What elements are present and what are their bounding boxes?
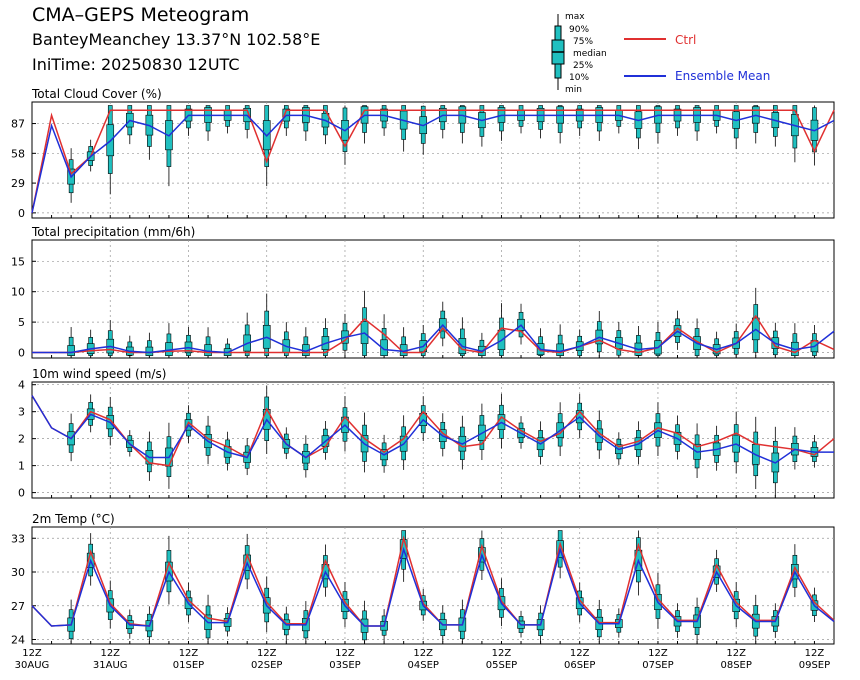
box-inner (556, 343, 564, 356)
y-tick-label: 24 (11, 634, 25, 647)
y-tick-label: 0 (18, 347, 25, 360)
y-tick-label: 33 (11, 532, 25, 545)
ctrl-series-line (31, 395, 835, 467)
chart-title: CMA–GEPS Meteogram (32, 4, 250, 26)
mean-series-line (31, 395, 834, 464)
box-inner (380, 339, 388, 356)
y-tick-label: 58 (11, 147, 25, 160)
y-tick-label: 87 (11, 118, 25, 131)
ctrl-series-line (31, 109, 835, 214)
legend-ctrl-line (624, 38, 666, 40)
x-tick-label-hour: 12Z (648, 648, 668, 659)
legend-ctrl-label: Ctrl (675, 33, 697, 47)
mean-series-line (32, 324, 835, 354)
panel-title: 2m Temp (°C) (32, 512, 115, 526)
panel-title: 10m wind speed (m/s) (32, 367, 166, 381)
x-tick-label-date: 06SEP (564, 660, 595, 671)
y-tick-label: 0 (18, 207, 25, 220)
legend-max: max (565, 12, 585, 22)
x-tick-label-date: 31AUG (93, 660, 128, 671)
x-tick-label-date: 01SEP (173, 660, 204, 671)
x-tick-label-hour: 12Z (257, 648, 277, 659)
x-tick-label-hour: 12Z (179, 648, 199, 659)
legend-median: median (573, 49, 607, 59)
x-tick-label-hour: 12Z (492, 648, 512, 659)
x-tick-label-hour: 12Z (335, 648, 355, 659)
x-tick-label-hour: 12Z (726, 648, 746, 659)
y-tick-label: 27 (11, 600, 25, 613)
panel-frame (31, 526, 835, 645)
x-tick-label-hour: 12Z (413, 648, 433, 659)
legend-min: min (565, 85, 582, 95)
x-tick-label-hour: 12Z (22, 648, 42, 659)
y-tick-label: 2 (18, 433, 25, 446)
legend-box-glyph (551, 14, 565, 90)
x-tick-label-date: 02SEP (251, 660, 282, 671)
x-tick-label-date: 04SEP (408, 660, 439, 671)
panel-frame (31, 381, 835, 499)
x-tick-label-date: 30AUG (15, 660, 50, 671)
panel-title: Total precipitation (mm/6h) (31, 225, 195, 239)
legend-mean-label: Ensemble Mean (675, 69, 771, 83)
x-tick-label-hour: 12Z (570, 648, 590, 659)
ctrl-series-line (32, 314, 835, 354)
box-inner (67, 345, 75, 356)
y-tick-label: 30 (11, 566, 25, 579)
location-label: BanteyMeanchey 13.37°N 102.58°E (32, 30, 321, 49)
y-tick-label: 1 (18, 460, 25, 473)
x-tick-label-date: 08SEP (720, 660, 751, 671)
mean-series-line (31, 114, 835, 214)
ctrl-series-line (31, 535, 835, 627)
x-tick-label-date: 09SEP (799, 660, 830, 671)
y-tick-label: 5 (18, 316, 25, 329)
y-tick-label: 4 (18, 379, 25, 392)
init-time-label: IniTime: 20250830 12UTC (32, 55, 240, 74)
y-tick-label: 15 (11, 255, 25, 268)
legend-p10: 10% (569, 73, 590, 83)
box-inner (145, 346, 154, 356)
panel-frame (31, 239, 835, 359)
x-tick-label-date: 03SEP (329, 660, 360, 671)
y-tick-label: 29 (11, 177, 25, 190)
y-tick-label: 0 (18, 487, 25, 500)
legend-p25: 25% (573, 61, 594, 71)
x-tick-label-hour: 12Z (805, 648, 825, 659)
x-tick-label-date: 05SEP (486, 660, 517, 671)
mean-series-line (31, 546, 835, 627)
x-tick-label-hour: 12Z (100, 648, 120, 659)
panel-frame (31, 101, 835, 219)
y-tick-label: 10 (11, 286, 25, 299)
meteogram-header: CMA–GEPS Meteogram BanteyMeanchey 13.37°… (0, 0, 860, 100)
legend-p75: 75% (573, 37, 594, 47)
x-tick-label-date: 07SEP (642, 660, 673, 671)
legend-mean-line (624, 75, 666, 77)
panel-title: Total Cloud Cover (%) (31, 87, 162, 101)
y-tick-label: 3 (18, 406, 25, 419)
legend-p90: 90% (569, 25, 590, 35)
